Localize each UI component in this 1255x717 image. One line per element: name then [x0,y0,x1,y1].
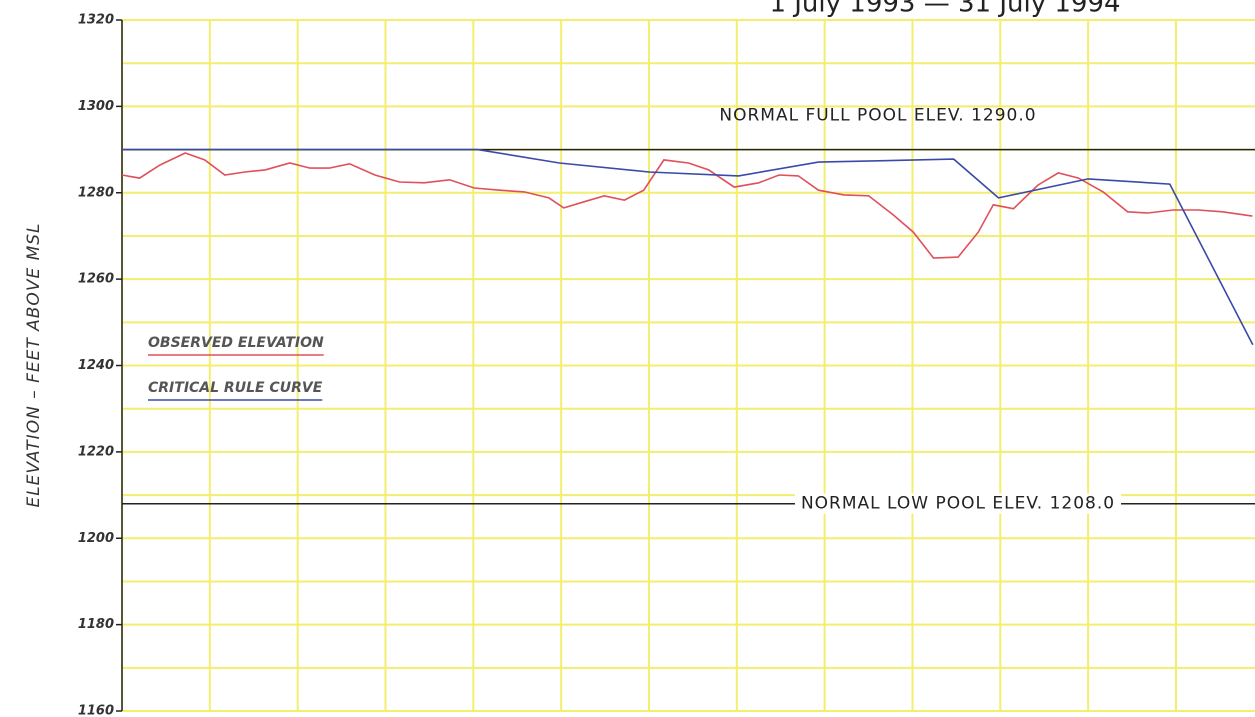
y-tick-label: 1180 [78,617,114,632]
series-line [122,152,1253,259]
y-tick-label: 1240 [78,358,114,373]
chart-title: 1 July 1993 — 31 July 1994 [769,0,1120,19]
reference-label: NORMAL FULL POOL ELEV. 1290.0 [719,106,1036,126]
legend-label: CRITICAL RULE CURVE [148,380,323,396]
y-tick-label: 1200 [78,531,114,546]
series-line [122,148,1254,346]
reference-label: NORMAL LOW POOL ELEV. 1208.0 [801,494,1115,514]
y-axis-label: ELEVATION – FEET ABOVE MSL [24,222,44,507]
reference-label-bg [794,493,1122,514]
y-tick-label: 1320 [78,13,114,28]
y-tick-label: 1220 [78,444,114,459]
legend-label: OBSERVED ELEVATION [148,335,324,351]
y-tick-label: 1260 [78,272,114,287]
y-tick-label: 1160 [78,704,114,717]
y-tick-label: 1280 [78,185,114,200]
y-tick-label: 1300 [78,99,114,114]
